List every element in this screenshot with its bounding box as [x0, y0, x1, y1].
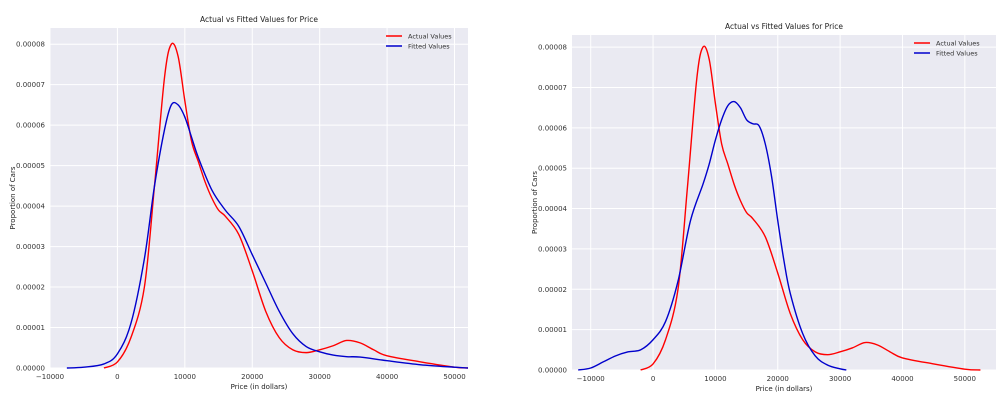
x-tick-label: 20000	[767, 375, 789, 383]
x-axis-label: Price (in dollars)	[756, 385, 813, 393]
legend: Actual Values Fitted Values	[386, 33, 452, 51]
series-line-actual	[103, 42, 469, 369]
y-tick-label: 0.00007	[538, 84, 567, 92]
y-tick-label: 0.00001	[538, 326, 567, 334]
plot-area	[50, 28, 468, 368]
y-tick-label: 0.00006	[16, 122, 45, 130]
plot-area	[572, 35, 996, 370]
x-tick-label: 20000	[241, 373, 263, 381]
x-tick-label: 30000	[309, 373, 331, 381]
y-tick-label: 0.00001	[16, 324, 45, 332]
x-axis-label: Price (in dollars)	[231, 383, 288, 391]
y-tick-label: 0.00007	[16, 81, 45, 89]
y-tick-label: 0.00005	[538, 165, 567, 173]
x-tick-label: −10000	[36, 373, 64, 381]
series-line-actual	[640, 45, 981, 371]
y-tick-label: 0.00003	[16, 243, 45, 251]
y-tick-label: 0.00000	[538, 367, 567, 375]
chart-svg: 0.00000 0.00001 0.00002 0.00003 0.00004 0.000…	[531, 22, 996, 393]
x-tick-label: 30000	[829, 375, 851, 383]
y-tick-label: 0.00004	[538, 205, 567, 213]
legend-label: Actual Values	[936, 40, 980, 48]
y-axis-label: Proportion of Cars	[531, 171, 539, 234]
y-tick-label: 0.00003	[538, 245, 567, 253]
y-tick-label: 0.00008	[16, 41, 45, 49]
legend-label: Fitted Values	[936, 50, 978, 58]
y-tick-label: 0.00004	[16, 203, 45, 211]
x-tick-label: 0	[651, 375, 655, 383]
x-tick-label: 0	[115, 373, 119, 381]
y-tick-label: 0.00002	[538, 286, 567, 294]
x-tick-label: 40000	[376, 373, 398, 381]
chart-svg: 0.00000 0.00001 0.00002 0.00003 0.00004 0.000…	[9, 15, 469, 391]
y-tick-label: 0.00000	[16, 365, 45, 373]
y-axis-label: Proportion of Cars	[9, 166, 17, 229]
series-line-fitted	[66, 101, 469, 369]
y-tick-label: 0.00002	[16, 284, 45, 292]
legend-label: Actual Values	[408, 33, 452, 41]
y-tick-label: 0.00006	[538, 124, 567, 132]
chart-title: Actual vs Fitted Values for Price	[725, 22, 843, 31]
chart-title: Actual vs Fitted Values for Price	[200, 15, 318, 24]
x-tick-label: 50000	[443, 373, 465, 381]
x-tick-label: 10000	[704, 375, 726, 383]
chart-left: 0.00000 0.00001 0.00002 0.00003 0.00004 0.000…	[0, 0, 480, 407]
legend-label: Fitted Values	[408, 43, 450, 51]
legend: Actual Values Fitted Values	[914, 40, 980, 58]
chart-right: 0.00000 0.00001 0.00002 0.00003 0.00004 0.000…	[520, 0, 1007, 407]
series-line-fitted	[578, 100, 847, 371]
x-tick-label: 10000	[174, 373, 196, 381]
x-tick-label: 50000	[954, 375, 976, 383]
y-tick-label: 0.00005	[16, 162, 45, 170]
x-tick-label: −10000	[577, 375, 605, 383]
x-tick-label: 40000	[891, 375, 913, 383]
y-tick-label: 0.00008	[538, 44, 567, 52]
